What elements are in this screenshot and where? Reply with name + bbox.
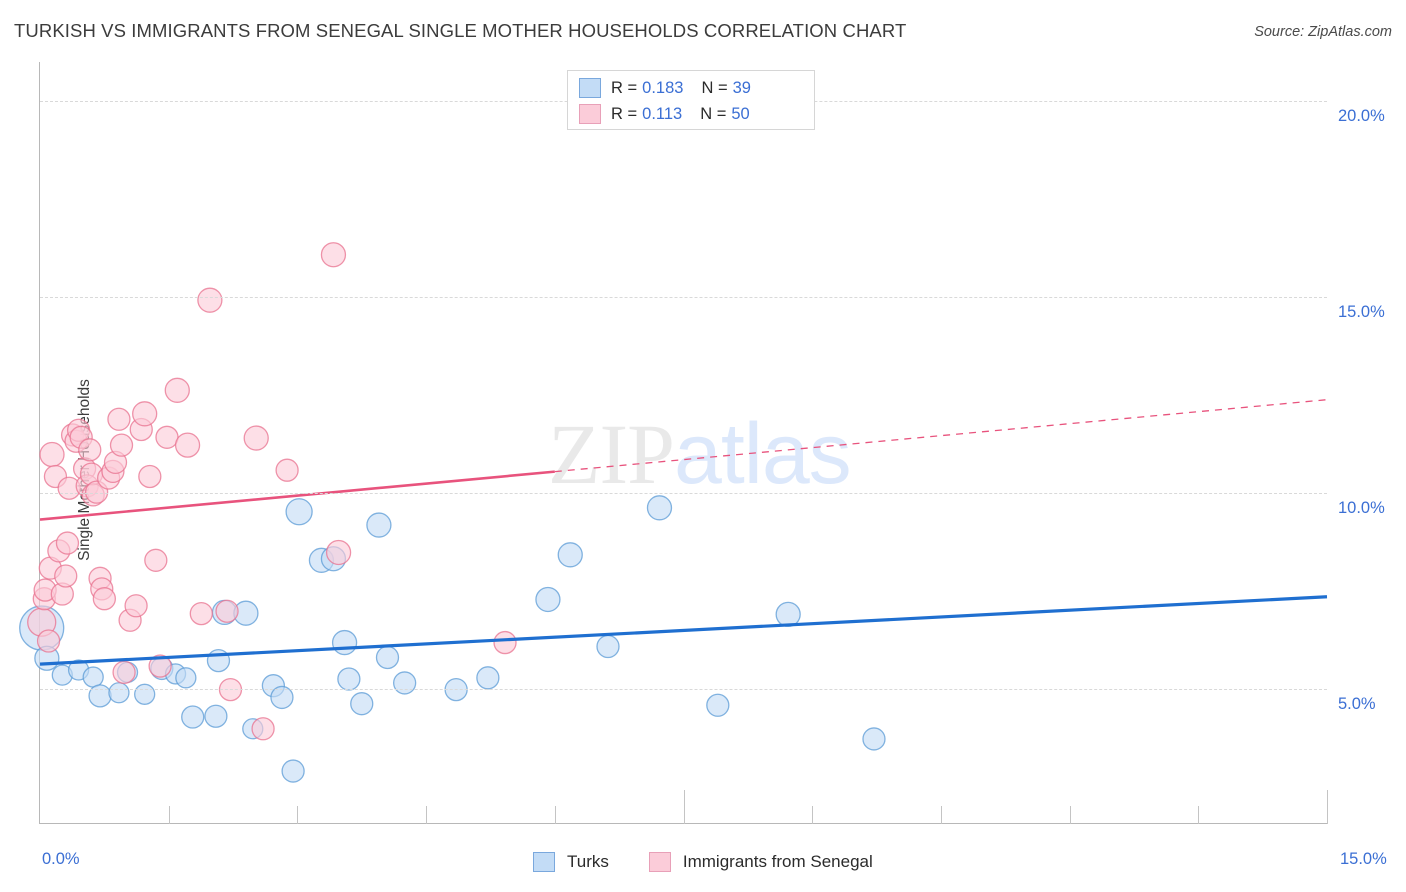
- x-tick-minor: [168, 806, 170, 824]
- data-point[interactable]: [285, 498, 313, 526]
- legend-swatch-senegal: [648, 852, 671, 872]
- stats-n-value-turks: 39: [732, 78, 751, 97]
- legend-label-turks: Turks: [567, 852, 609, 871]
- data-point[interactable]: [320, 242, 347, 268]
- gridline-15.0: [40, 297, 1327, 299]
- data-point[interactable]: [215, 599, 239, 623]
- data-point[interactable]: [251, 717, 275, 741]
- stats-swatch-senegal: [579, 104, 601, 124]
- y-axis-label-10.0: 10.0%: [1338, 498, 1385, 517]
- legend-label-senegal: Immigrants from Senegal: [682, 852, 873, 871]
- gridline-5.0: [40, 688, 1327, 690]
- correlation-stats-box: R = 0.183 N = 39 R = 0.113 N = 50: [567, 70, 815, 130]
- data-point[interactable]: [243, 425, 269, 451]
- stats-n-value-senegal: 50: [731, 104, 750, 123]
- chart-legend: Turks Immigrants from Senegal: [533, 852, 913, 872]
- data-point[interactable]: [270, 685, 294, 710]
- data-point[interactable]: [82, 666, 104, 688]
- data-point[interactable]: [189, 601, 213, 626]
- data-point[interactable]: [204, 704, 228, 728]
- data-point[interactable]: [325, 539, 352, 566]
- data-point[interactable]: [36, 629, 61, 653]
- x-tick-minor: [297, 806, 299, 824]
- x-tick-minor: [554, 806, 556, 824]
- trendline-turks: [39, 595, 1328, 666]
- data-point[interactable]: [331, 629, 358, 656]
- y-axis-title-container: Single Mother Households: [4, 330, 93, 610]
- x-tick-major: [1327, 790, 1328, 824]
- data-point[interactable]: [646, 495, 673, 521]
- y-axis-label-15.0: 15.0%: [1338, 303, 1385, 322]
- stats-row-turks: R = 0.183 N = 39: [579, 75, 751, 101]
- data-point[interactable]: [281, 759, 305, 783]
- x-tick-minor: [426, 806, 428, 824]
- x-tick-major: [683, 790, 685, 824]
- data-point[interactable]: [596, 634, 620, 659]
- data-point[interactable]: [174, 432, 201, 458]
- data-point[interactable]: [775, 601, 801, 628]
- data-point[interactable]: [476, 666, 500, 690]
- gridline-10.0: [40, 492, 1327, 494]
- stats-r-value-turks: 0.183: [642, 78, 684, 97]
- x-axis-label-min: 0.0%: [42, 850, 80, 868]
- data-point[interactable]: [175, 667, 197, 689]
- data-point[interactable]: [144, 548, 168, 572]
- y-axis-label-5.0: 5.0%: [1338, 694, 1376, 713]
- legend-swatch-turks: [533, 852, 555, 872]
- data-point[interactable]: [366, 512, 392, 538]
- data-point[interactable]: [392, 671, 417, 695]
- source-attribution: Source: ZipAtlas.com: [1254, 24, 1392, 40]
- trendline-senegal-solid: [39, 470, 555, 521]
- data-point[interactable]: [107, 407, 131, 431]
- data-point[interactable]: [55, 531, 80, 555]
- data-point[interactable]: [337, 667, 361, 691]
- data-point[interactable]: [132, 401, 158, 427]
- data-point[interactable]: [535, 586, 561, 613]
- data-point[interactable]: [92, 587, 116, 611]
- stats-r-key-senegal: R =: [611, 104, 638, 123]
- stats-n-key-turks: N =: [701, 78, 728, 97]
- data-point[interactable]: [138, 464, 162, 489]
- x-tick-minor: [1069, 806, 1071, 824]
- plot-area: [19, 62, 1328, 822]
- data-point[interactable]: [39, 441, 65, 468]
- data-point[interactable]: [275, 458, 299, 482]
- trendline-senegal-dashed: [554, 399, 1328, 473]
- data-point[interactable]: [54, 564, 78, 588]
- data-point[interactable]: [134, 683, 156, 705]
- legend-item-turks[interactable]: Turks: [533, 852, 609, 872]
- stats-n-key-senegal: N =: [700, 104, 727, 123]
- y-axis-label-20.0: 20.0%: [1338, 107, 1385, 126]
- data-point[interactable]: [109, 433, 134, 457]
- page-title: TURKISH VS IMMIGRANTS FROM SENEGAL SINGL…: [14, 20, 907, 41]
- stats-row-senegal: R = 0.113 N = 50: [579, 101, 750, 127]
- data-point[interactable]: [148, 654, 172, 678]
- data-point[interactable]: [78, 438, 102, 462]
- data-point[interactable]: [197, 287, 223, 313]
- scatter-layer: [19, 242, 1328, 783]
- data-point[interactable]: [164, 377, 190, 403]
- data-point[interactable]: [706, 693, 730, 717]
- data-point[interactable]: [112, 660, 136, 685]
- x-axis-label-max: 15.0%: [1340, 850, 1387, 868]
- data-point[interactable]: [181, 705, 205, 729]
- data-point[interactable]: [155, 425, 179, 449]
- stats-r-key-turks: R =: [611, 78, 638, 97]
- data-point[interactable]: [350, 692, 374, 716]
- data-point[interactable]: [124, 594, 148, 618]
- x-tick-minor: [812, 806, 814, 824]
- legend-item-senegal[interactable]: Immigrants from Senegal: [648, 852, 873, 872]
- data-point[interactable]: [557, 542, 583, 568]
- data-point[interactable]: [108, 682, 130, 704]
- stats-swatch-turks: [579, 78, 601, 98]
- y-axis-line: [39, 62, 40, 824]
- x-tick-minor: [1198, 806, 1200, 824]
- data-point[interactable]: [493, 630, 517, 655]
- stats-r-value-senegal: 0.113: [642, 104, 683, 123]
- data-point[interactable]: [375, 645, 400, 670]
- data-point[interactable]: [862, 727, 886, 751]
- x-tick-minor: [940, 806, 942, 824]
